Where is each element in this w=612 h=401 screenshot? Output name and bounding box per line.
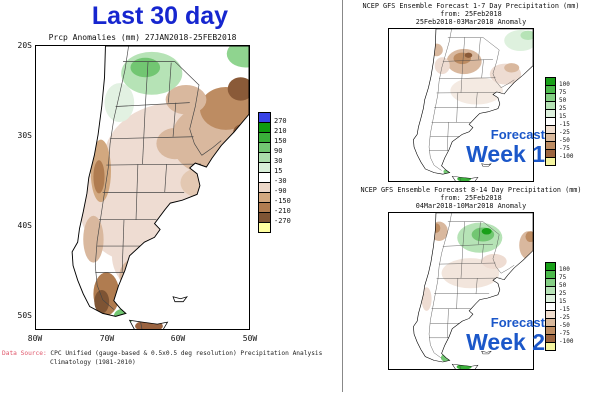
- week2-label: Week 2: [466, 329, 545, 355]
- lat-tick-label: 20S: [17, 41, 32, 50]
- week1-label: Week 1: [466, 141, 545, 167]
- legend-tick-label: -25: [559, 313, 570, 321]
- legend-color-box: [545, 157, 556, 166]
- week1-color-scale-legend: 100 75 50 25 15 -15 -25 -50 -75 -100: [545, 77, 583, 177]
- data-source-value: CPC Unified (gauge-based & 0.5x0.5 deg r…: [46, 350, 323, 357]
- lon-tick-label: 60W: [170, 334, 186, 343]
- legend-tick-label: 25: [559, 289, 567, 297]
- legend-tick-label: 100: [559, 265, 570, 273]
- week1-title-block: NCEP GFS Ensemble Forecast 1-7 Day Preci…: [346, 2, 596, 26]
- forecast-label: Forecast: [490, 127, 545, 142]
- legend-color-box: [258, 222, 271, 233]
- week2-overlay-label: Forecast Week 2: [420, 316, 545, 355]
- legend-tick-label: 15: [559, 112, 567, 120]
- legend-tick-label: 150: [274, 137, 287, 146]
- legend-tick-label: 15: [274, 167, 283, 176]
- lon-tick-label: 70W: [99, 334, 115, 343]
- panel-divider: [342, 0, 343, 392]
- map-forecast-week2: [388, 212, 534, 370]
- legend-tick-label: -270: [274, 217, 291, 226]
- legend-color-box: [545, 342, 556, 351]
- week1-title-line3: 25Feb2018-03Mar2018 Anomaly: [415, 18, 527, 26]
- legend-tick-label: -15: [559, 120, 570, 128]
- week1-overlay-label: Forecast Week 1: [420, 128, 545, 167]
- south-america-anomaly-map: [71, 46, 249, 329]
- legend-tick-label: -100: [559, 337, 574, 345]
- lat-tick-label: 40S: [17, 221, 32, 230]
- legend-tick-label: 90: [274, 147, 283, 156]
- legend-tick-label: 15: [559, 297, 567, 305]
- lat-tick-label: 50S: [17, 311, 32, 320]
- lon-tick-label: 50W: [242, 334, 258, 343]
- lon-tick-label: 80W: [27, 334, 43, 343]
- anomaly-color-scale-legend: 270 210 150 90 30 15 -30 -90 -150 -210 -270: [258, 112, 300, 244]
- week1-title-line2: from: 25Feb2018: [440, 10, 502, 18]
- week1-title-line1: NCEP GFS Ensemble Forecast 1-7 Day Preci…: [362, 2, 580, 10]
- week2-anomaly-map: [413, 213, 533, 369]
- data-source-label: Data Source:: [2, 350, 47, 357]
- legend-tick-label: 50: [559, 96, 567, 104]
- map-forecast-week1: [388, 28, 534, 182]
- lat-tick-label: 30S: [17, 131, 32, 140]
- legend-tick-label: -210: [274, 207, 291, 216]
- page-title: Last 30 day: [91, 2, 229, 30]
- legend-tick-label: 210: [274, 127, 287, 136]
- legend-tick-label: 50: [559, 281, 567, 289]
- forecast-label: Forecast: [490, 315, 545, 330]
- legend-tick-label: -150: [274, 197, 291, 206]
- legend-tick-label: 25: [559, 104, 567, 112]
- map-last-30-day: [35, 45, 250, 330]
- week2-title-line2: from: 25Feb2018: [440, 194, 502, 202]
- legend-tick-label: -15: [559, 305, 570, 313]
- legend-tick-label: -50: [559, 321, 570, 329]
- data-source-text: Data Source: CPC Unified (gauge-based & …: [2, 350, 322, 357]
- legend-tick-label: -25: [559, 128, 570, 136]
- week1-anomaly-map: [413, 29, 533, 181]
- week2-title-line3: 04Mar2018-10Mar2018 Anomaly: [415, 202, 527, 210]
- week2-title-line1: NCEP GFS Ensemble Forecast 8-14 Day Prec…: [360, 186, 582, 194]
- legend-tick-label: -75: [559, 329, 570, 337]
- legend-tick-label: 30: [274, 157, 283, 166]
- legend-tick-label: -30: [274, 177, 287, 186]
- week2-title-block: NCEP GFS Ensemble Forecast 8-14 Day Prec…: [346, 186, 596, 210]
- legend-tick-label: -90: [274, 187, 287, 196]
- legend-tick-label: 270: [274, 117, 287, 126]
- climatology-text: Climatology (1981-2010): [50, 359, 136, 366]
- week2-color-scale-legend: 100 75 50 25 15 -15 -25 -50 -75 -100: [545, 262, 583, 362]
- legend-tick-label: -75: [559, 144, 570, 152]
- legend-tick-label: 75: [559, 273, 567, 281]
- legend-tick-label: 75: [559, 88, 567, 96]
- map-subtitle: Prcp Anomalies (mm) 27JAN2018-25FEB2018: [48, 33, 237, 42]
- legend-tick-label: -100: [559, 152, 574, 160]
- legend-tick-label: 100: [559, 80, 570, 88]
- legend-tick-label: -50: [559, 136, 570, 144]
